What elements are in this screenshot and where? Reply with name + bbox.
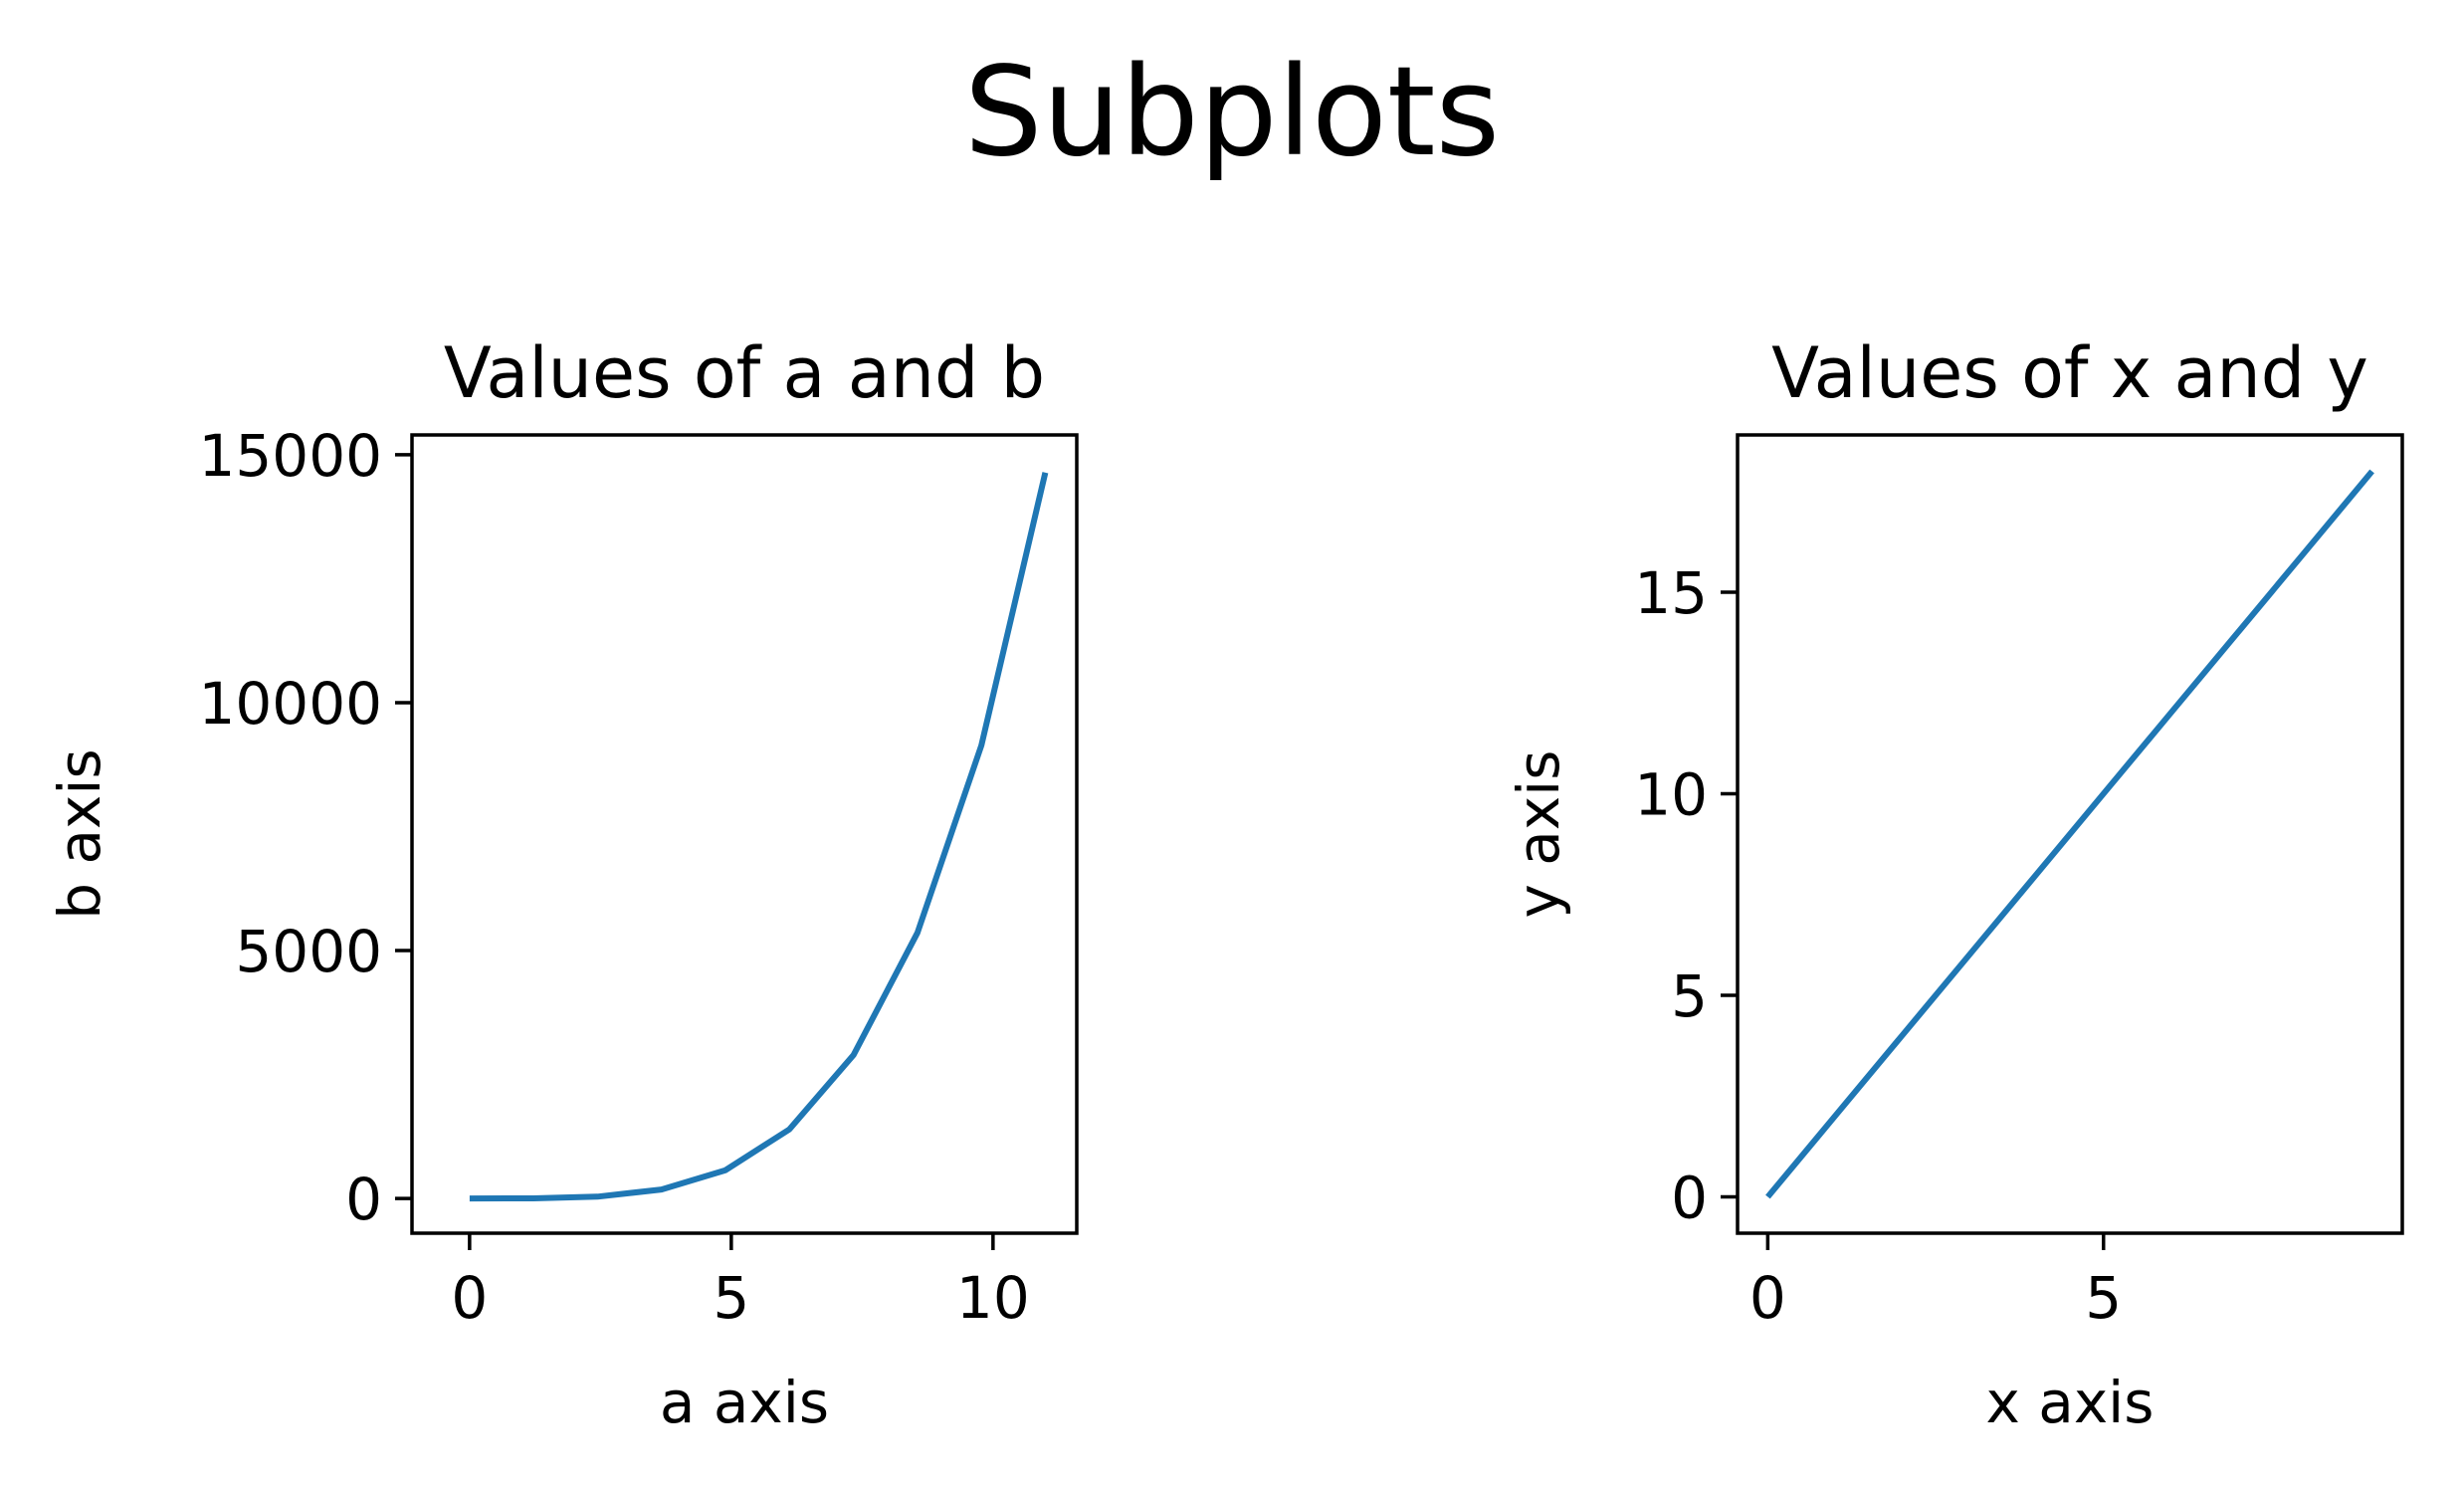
y-tick-label: 5000 (235, 918, 382, 985)
x-tick-label: 5 (713, 1264, 749, 1332)
y-axis-label: b axis (46, 748, 113, 919)
x-axis-label: a axis (660, 1369, 829, 1436)
y-tick-label: 15000 (198, 422, 382, 490)
y-tick-label: 10000 (198, 670, 382, 738)
x-axis-label: x axis (1986, 1369, 2155, 1436)
series-line-1 (469, 472, 1049, 1202)
subplot-a-b: 0 5 10 0 5000 10000 15000 Values of a and b a ax… (46, 332, 1079, 1436)
x-tick-label: 10 (956, 1264, 1030, 1332)
series-line-1 (1765, 469, 2374, 1199)
axes-frame (410, 433, 1079, 1235)
x-tick-label: 0 (1749, 1264, 1786, 1332)
subplot-title: Values of a and b (444, 332, 1045, 414)
y-tick-label: 15 (1634, 559, 1708, 627)
y-tick-label: 10 (1634, 760, 1708, 828)
subplot-title: Values of x and y (1771, 332, 2368, 414)
axes-frame (1736, 433, 2404, 1235)
x-tick-label: 0 (451, 1264, 488, 1332)
figure-title: Subplots (964, 41, 1500, 184)
y-tick-label: 0 (1671, 1165, 1708, 1232)
y-axis-label: y axis (1505, 750, 1572, 919)
y-tick-label: 5 (1671, 962, 1708, 1030)
y-tick-label: 0 (345, 1166, 382, 1233)
x-tick-label: 5 (2085, 1264, 2122, 1332)
subplot-x-y: 0 5 0 5 10 15 Values of x and y x axis y axis (1505, 332, 2404, 1436)
